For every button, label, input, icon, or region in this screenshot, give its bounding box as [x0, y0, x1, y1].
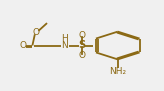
Text: O: O: [19, 41, 26, 50]
Text: N: N: [62, 41, 68, 50]
Text: O: O: [33, 28, 40, 37]
Text: S: S: [78, 40, 86, 51]
Text: O: O: [79, 31, 85, 40]
Text: H: H: [62, 34, 68, 43]
Text: O: O: [79, 51, 85, 60]
Text: NH₂: NH₂: [109, 67, 126, 76]
